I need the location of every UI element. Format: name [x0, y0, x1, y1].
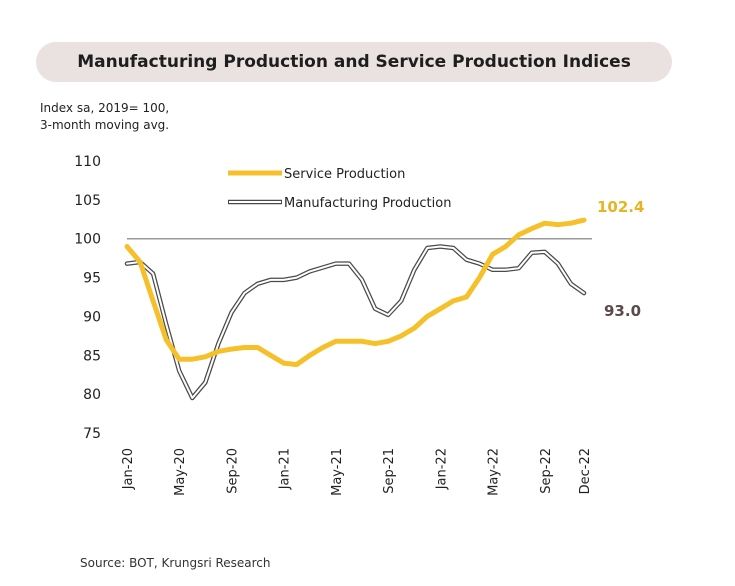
y-tick-label-80: 80 [83, 387, 101, 403]
service-production-line [124, 217, 587, 368]
chart-title-banner: Manufacturing Production and Service Pro… [36, 42, 672, 82]
y-tick-label-75: 75 [83, 426, 101, 442]
manufacturing-production-line [126, 245, 585, 399]
legend-manufacturing-label: Manufacturing Production [284, 196, 451, 211]
y-tick-label-105: 105 [74, 193, 101, 209]
x-tick-label-sep-21: Sep-21 [382, 448, 397, 494]
x-tick-label-jan-21: Jan-21 [278, 448, 293, 490]
y-tick-label-100: 100 [74, 232, 101, 248]
y-tick-label-95: 95 [83, 271, 101, 287]
y-tick-label-85: 85 [83, 348, 101, 364]
source-note: Source: BOT, Krungsri Research [80, 556, 271, 570]
x-tick-label-may-20: May-20 [173, 448, 188, 496]
x-tick-label-may-22: May-22 [487, 448, 502, 496]
x-tick-label-jan-22: Jan-22 [434, 448, 449, 490]
x-tick-label-sep-22: Sep-22 [539, 448, 554, 494]
x-tick-label-sep-20: Sep-20 [225, 448, 240, 494]
service-end-label: 102.4 [597, 198, 644, 216]
y-tick-label-110: 110 [74, 154, 101, 170]
y-axis-label-line-2: 3-month moving avg. [40, 118, 170, 132]
manufacturing-end-label: 93.0 [604, 302, 641, 320]
legend-service-label: Service Production [284, 167, 405, 182]
y-axis-label-line-1: Index sa, 2019= 100, [40, 101, 170, 115]
chart-title: Manufacturing Production and Service Pro… [77, 52, 631, 72]
y-axis-label: Index sa, 2019= 100, 3-month moving avg. [40, 100, 169, 134]
x-tick-label-may-21: May-21 [330, 448, 345, 496]
y-tick-label-90: 90 [83, 309, 101, 325]
x-tick-label-dec-22: Dec-22 [578, 448, 593, 494]
x-tick-label-jan-20: Jan-20 [121, 448, 136, 490]
